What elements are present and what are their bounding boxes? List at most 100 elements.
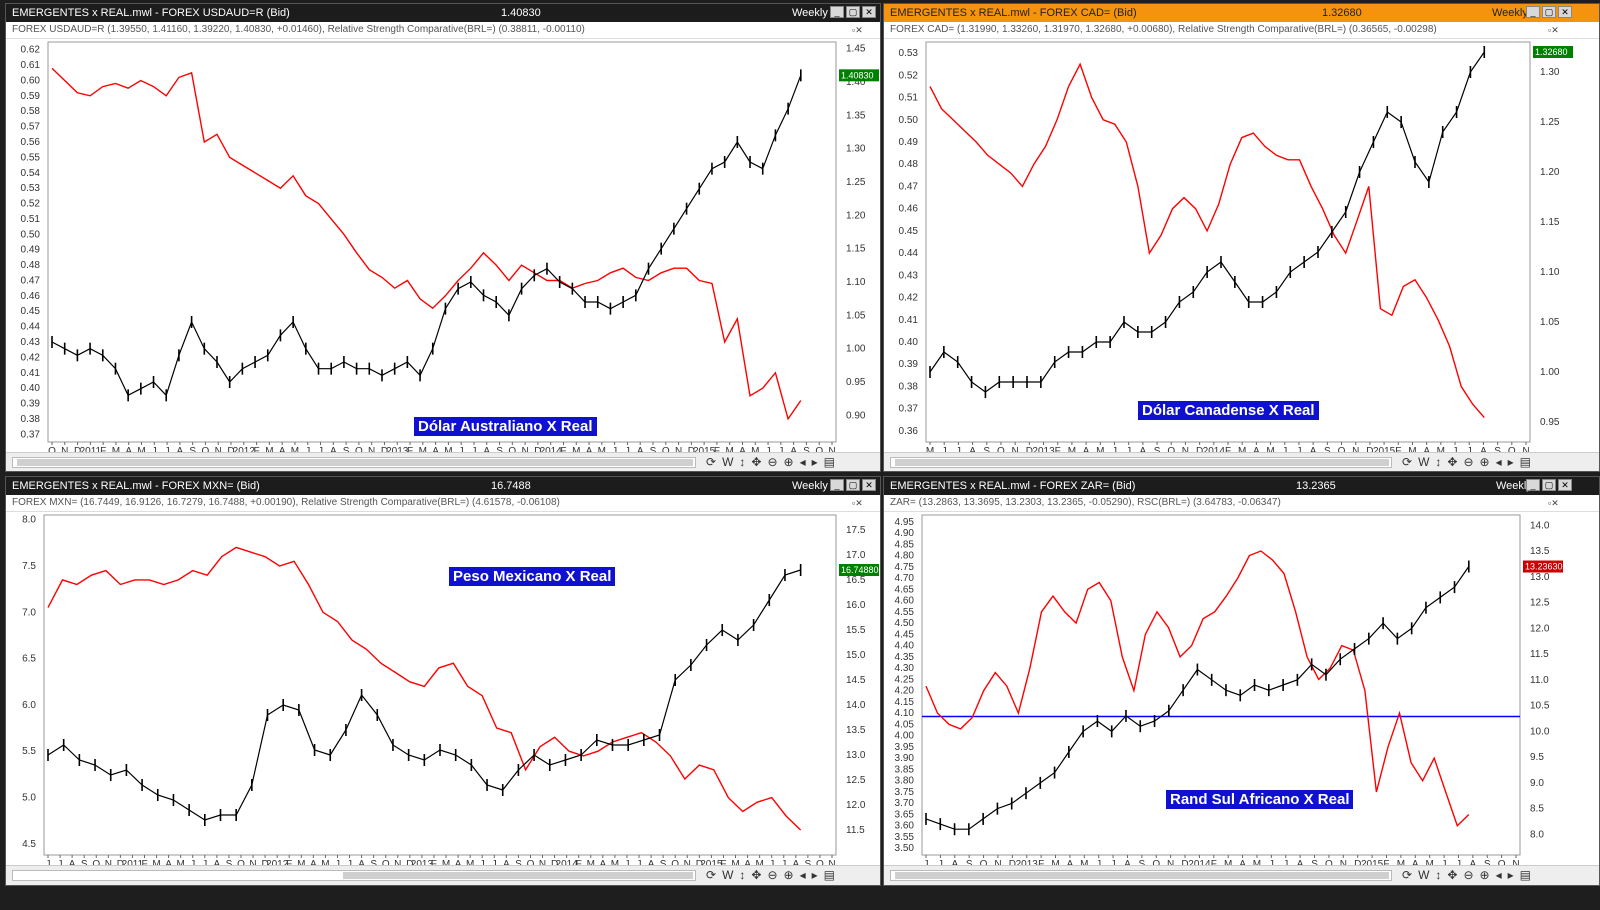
chart-scroll-bar[interactable]: ⟳ W ↕ ✥ ⊖ ⊕ ◂ ▸ ▤ xyxy=(884,452,1599,471)
panel-titlebar[interactable]: EMERGENTES x REAL.mwl - FOREX USDAUD=R (… xyxy=(6,4,880,22)
legend-text: FOREX USDAUD=R (1.39550, 1.41160, 1.3922… xyxy=(12,24,585,35)
left-axis-tick-label: 4.05 xyxy=(895,719,915,730)
x-axis-tick-label: S xyxy=(805,859,812,865)
left-axis-tick-label: 0.39 xyxy=(899,359,919,370)
scroll-thumb[interactable] xyxy=(343,872,693,879)
chart-menu-icon[interactable]: ▤ xyxy=(823,455,835,469)
legend-expand-icon[interactable]: ▫✕ xyxy=(852,25,863,35)
legend-expand-icon[interactable]: ▫✕ xyxy=(852,498,863,508)
zoom-out-icon[interactable]: ⊖ xyxy=(1463,455,1474,469)
horizontal-scrollbar[interactable] xyxy=(12,870,696,881)
chart-scroll-bar[interactable]: ⟳ W ↕ ✥ ⊖ ⊕ ◂ ▸ ▤ xyxy=(884,865,1599,885)
close-button[interactable]: ✕ xyxy=(1558,6,1572,18)
period-button[interactable]: W xyxy=(1418,868,1430,882)
minimize-button[interactable]: _ xyxy=(830,479,844,491)
right-axis-tick-label: 10.5 xyxy=(1530,701,1550,712)
minimize-button[interactable]: _ xyxy=(1526,479,1540,491)
pan-icon[interactable]: ✥ xyxy=(1447,455,1458,469)
panel-titlebar[interactable]: EMERGENTES x REAL.mwl - FOREX ZAR= (Bid)… xyxy=(884,477,1599,495)
horizontal-scrollbar[interactable] xyxy=(890,457,1392,468)
right-axis-tick-label: 10.0 xyxy=(1530,726,1550,737)
scroll-right-icon[interactable]: ▸ xyxy=(811,868,818,882)
scroll-right-icon[interactable]: ▸ xyxy=(1507,455,1514,469)
pan-icon[interactable]: ✥ xyxy=(751,868,762,882)
minimize-button[interactable]: _ xyxy=(830,6,844,18)
period-button[interactable]: W xyxy=(722,868,734,882)
maximize-button[interactable]: ▢ xyxy=(1542,479,1556,491)
left-axis-tick-label: 0.52 xyxy=(899,70,919,81)
panel-titlebar[interactable]: EMERGENTES x REAL.mwl - FOREX MXN= (Bid)… xyxy=(6,477,880,495)
maximize-button[interactable]: ▢ xyxy=(846,6,860,18)
close-button[interactable]: ✕ xyxy=(862,479,876,491)
scroll-right-icon[interactable]: ▸ xyxy=(1507,868,1514,882)
x-axis-tick-label: O xyxy=(382,859,390,865)
left-axis-tick-label: 7.0 xyxy=(22,607,36,618)
vertical-resize-icon[interactable]: ↕ xyxy=(739,868,746,882)
x-axis-tick-label: J xyxy=(938,859,943,865)
x-axis-tick-label: J xyxy=(769,859,774,865)
refresh-icon[interactable]: ⟳ xyxy=(706,455,717,469)
rsc-series-line xyxy=(47,546,802,831)
scroll-thumb[interactable] xyxy=(895,872,1389,879)
horizontal-scrollbar[interactable] xyxy=(890,870,1392,881)
minimize-button[interactable]: _ xyxy=(1526,6,1540,18)
x-axis-tick-label: D xyxy=(227,446,234,452)
vertical-resize-icon[interactable]: ↕ xyxy=(1435,455,1442,469)
x-axis-tick-label: A xyxy=(1067,859,1074,865)
x-axis-tick-label: O xyxy=(527,859,535,865)
x-axis-tick-label: M xyxy=(466,859,474,865)
scroll-right-icon[interactable]: ▸ xyxy=(811,455,818,469)
scroll-thumb[interactable] xyxy=(17,459,693,466)
chart-scroll-bar[interactable]: ⟳ W ↕ ✥ ⊖ ⊕ ◂ ▸ ▤ xyxy=(6,452,880,471)
period-button[interactable]: W xyxy=(722,455,734,469)
left-axis-tick-label: 4.45 xyxy=(895,629,915,640)
x-axis-tick-label: A xyxy=(1297,859,1304,865)
x-axis-tick-label: S xyxy=(1324,446,1331,452)
scroll-left-icon[interactable]: ◂ xyxy=(799,868,806,882)
chart-panel-zar[interactable]: EMERGENTES x REAL.mwl - FOREX ZAR= (Bid)… xyxy=(883,476,1600,886)
right-axis-tick-label: 8.0 xyxy=(1530,829,1544,840)
zoom-in-icon[interactable]: ⊕ xyxy=(783,455,794,469)
x-axis-tick-label: S xyxy=(1494,446,1501,452)
zoom-out-icon[interactable]: ⊖ xyxy=(1463,868,1474,882)
x-axis-tick-label: J xyxy=(202,859,207,865)
chart-menu-icon[interactable]: ▤ xyxy=(1519,868,1531,882)
chart-panel-aud[interactable]: EMERGENTES x REAL.mwl - FOREX USDAUD=R (… xyxy=(5,3,881,472)
vertical-resize-icon[interactable]: ↕ xyxy=(739,455,746,469)
chart-panel-cad[interactable]: EMERGENTES x REAL.mwl - FOREX CAD= (Bid)… xyxy=(883,3,1600,472)
chart-scroll-bar[interactable]: ⟳ W ↕ ✥ ⊖ ⊕ ◂ ▸ ▤ xyxy=(6,865,880,885)
x-axis-tick-label: N xyxy=(249,859,256,865)
chart-menu-icon[interactable]: ▤ xyxy=(1519,455,1531,469)
chart-annotation-label: Dólar Canadense X Real xyxy=(1138,401,1319,420)
zoom-out-icon[interactable]: ⊖ xyxy=(767,455,778,469)
maximize-button[interactable]: ▢ xyxy=(846,479,860,491)
zoom-out-icon[interactable]: ⊖ xyxy=(767,868,778,882)
chart-menu-icon[interactable]: ▤ xyxy=(823,868,835,882)
maximize-button[interactable]: ▢ xyxy=(1542,6,1556,18)
pan-icon[interactable]: ✥ xyxy=(1447,868,1458,882)
x-axis-tick-label: M xyxy=(1068,446,1076,452)
panel-price: 1.40830 xyxy=(501,7,541,19)
scroll-thumb[interactable] xyxy=(895,459,1389,466)
scroll-left-icon[interactable]: ◂ xyxy=(1495,455,1502,469)
refresh-icon[interactable]: ⟳ xyxy=(1402,455,1413,469)
chart-panel-mxn[interactable]: EMERGENTES x REAL.mwl - FOREX MXN= (Bid)… xyxy=(5,476,881,886)
zoom-in-icon[interactable]: ⊕ xyxy=(783,868,794,882)
panel-titlebar[interactable]: EMERGENTES x REAL.mwl - FOREX CAD= (Bid)… xyxy=(884,4,1599,22)
x-axis-tick-label: O xyxy=(1338,446,1346,452)
period-button[interactable]: W xyxy=(1418,455,1430,469)
legend-expand-icon[interactable]: ▫✕ xyxy=(1548,498,1559,508)
vertical-resize-icon[interactable]: ↕ xyxy=(1435,868,1442,882)
pan-icon[interactable]: ✥ xyxy=(751,455,762,469)
legend-expand-icon[interactable]: ▫✕ xyxy=(1548,25,1559,35)
close-button[interactable]: ✕ xyxy=(1558,479,1572,491)
zoom-in-icon[interactable]: ⊕ xyxy=(1479,868,1490,882)
close-button[interactable]: ✕ xyxy=(862,6,876,18)
scroll-left-icon[interactable]: ◂ xyxy=(799,455,806,469)
refresh-icon[interactable]: ⟳ xyxy=(706,868,717,882)
x-axis-tick-label: M xyxy=(137,446,145,452)
horizontal-scrollbar[interactable] xyxy=(12,457,696,468)
zoom-in-icon[interactable]: ⊕ xyxy=(1479,455,1490,469)
scroll-left-icon[interactable]: ◂ xyxy=(1495,868,1502,882)
refresh-icon[interactable]: ⟳ xyxy=(1402,868,1413,882)
